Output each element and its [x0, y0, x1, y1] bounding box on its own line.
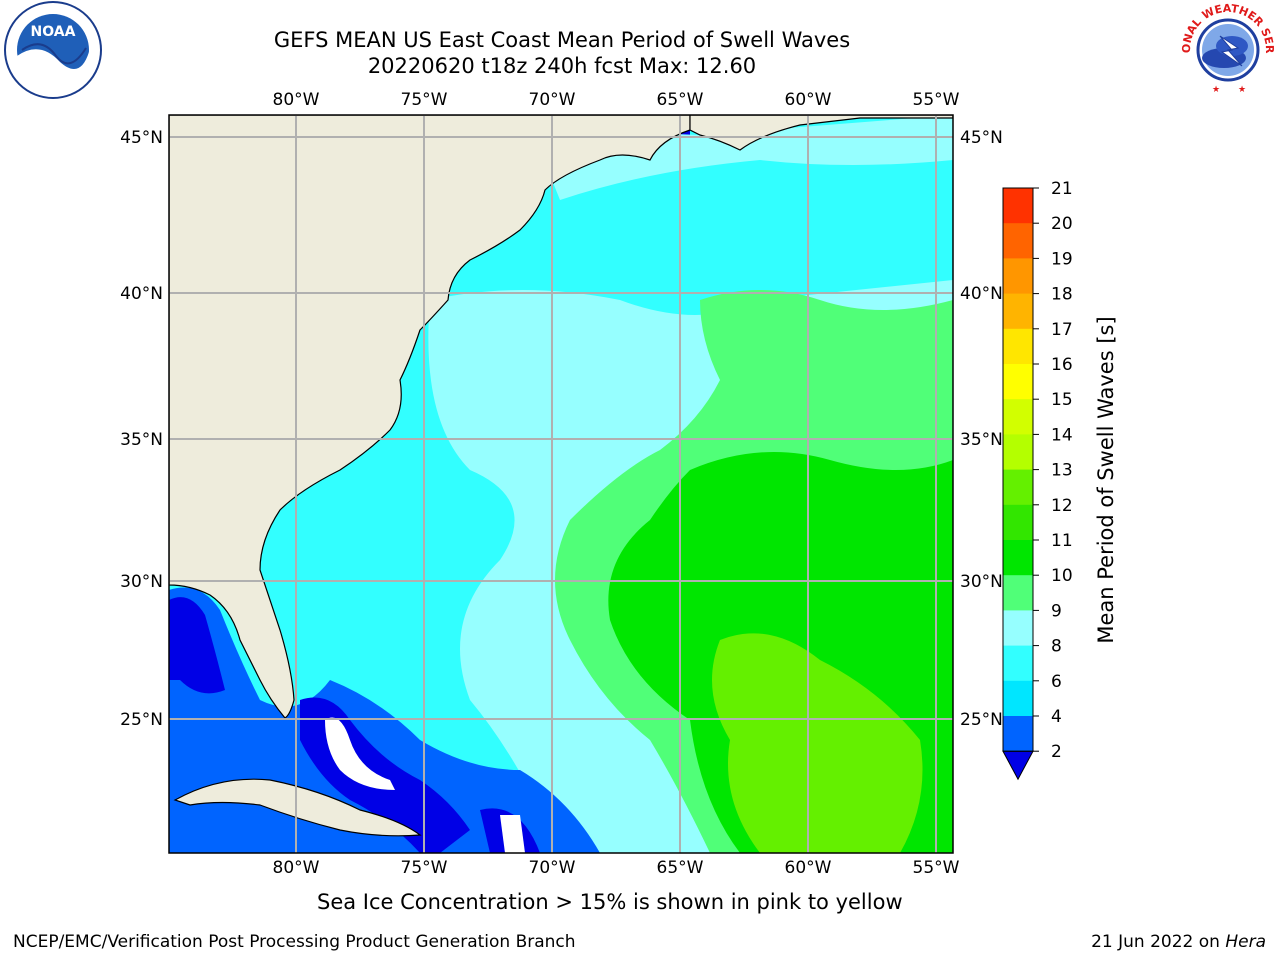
chart-title: GEFS MEAN US East Coast Mean Period of S…: [273, 28, 851, 52]
lon-label-bottom: 70°W: [529, 858, 576, 878]
lon-label-top: 60°W: [785, 90, 832, 110]
colorbar-swatch: [1003, 680, 1033, 717]
sea-ice-note: Sea Ice Concentration > 15% is shown in …: [317, 890, 903, 914]
colorbar-tick-label: 12: [1051, 496, 1073, 516]
colorbar-swatch: [1003, 293, 1033, 330]
map-gridlines: [169, 115, 953, 853]
colorbar-tick-label: 14: [1051, 425, 1073, 445]
noaa-logo-text: NOAA: [31, 24, 76, 40]
colorbar-title: Mean Period of Swell Waves [s]: [1094, 316, 1118, 643]
colorbar-tick-label: 2: [1051, 742, 1062, 762]
colorbar-swatch: [1003, 188, 1033, 224]
colorbar-tick-label: 17: [1051, 320, 1073, 340]
footer-machine: Hera: [1225, 932, 1266, 952]
colorbar-swatch: [1003, 575, 1033, 611]
lat-label-right: 45°N: [960, 128, 1003, 148]
colorbar-title-wrap: Mean Period of Swell Waves [s]: [1094, 316, 1118, 643]
colorbar-swatch: [1003, 610, 1033, 647]
swell-11-12-region: [712, 633, 923, 853]
colorbar-tick-label: 10: [1051, 566, 1073, 586]
colorbar-tick-label: 16: [1051, 355, 1073, 375]
lat-label-left: 30°N: [120, 572, 163, 592]
colorbar-tick-label: 21: [1051, 180, 1073, 199]
map-area: [169, 115, 953, 853]
colorbar-swatch: [1003, 504, 1033, 541]
us-east-coast-land: [169, 115, 691, 719]
lat-label-right: 40°N: [960, 284, 1003, 304]
colorbar: 2 4 6 8 9 10 11 12 13 14 15 16 17 18 19 20 21: [1002, 180, 1073, 781]
colorbar-swatch: [1003, 716, 1033, 752]
colorbar-tick-label: 11: [1051, 531, 1073, 551]
map-frame: [168, 114, 954, 854]
colorbar-tick-label: 19: [1051, 249, 1073, 269]
colorbar-tick-label: 8: [1051, 637, 1062, 657]
footer-credit: NCEP/EMC/Verification Post Processing Pr…: [13, 932, 576, 952]
lon-label-bottom: 75°W: [401, 858, 448, 878]
canada-land: [689, 115, 953, 151]
cuba-land: [173, 778, 422, 837]
colorbar-swatch: [1003, 258, 1033, 295]
lat-label-right: 25°N: [960, 710, 1003, 730]
lon-label-bottom: 60°W: [785, 858, 832, 878]
lon-label-top: 55°W: [913, 90, 960, 110]
footer-date: 21 Jun 2022 on Hera: [1091, 932, 1266, 952]
lon-label-top: 65°W: [657, 90, 704, 110]
lat-label-left: 35°N: [120, 430, 163, 450]
lon-label-top: 80°W: [273, 90, 320, 110]
nws-logo: NATIONAL WEATHER SERVICE ★ ★: [1176, 0, 1276, 96]
colorbar-swatch: [1003, 223, 1033, 259]
lat-label-right: 35°N: [960, 430, 1003, 450]
lat-label-right: 30°N: [960, 572, 1003, 592]
colorbar-tick-label: 15: [1051, 390, 1073, 410]
colorbar-swatch: [1003, 645, 1033, 682]
chart-subtitle: 20220620 t18z 240h fcst Max: 12.60: [367, 54, 757, 78]
colorbar-swatch: [1003, 469, 1033, 506]
colorbar-swatch: [1003, 434, 1033, 471]
lon-label-bottom: 80°W: [273, 858, 320, 878]
colorbar-tick-label: 13: [1051, 461, 1073, 481]
lat-label-left: 45°N: [120, 128, 163, 148]
svg-text:★: ★: [1212, 85, 1220, 95]
lon-label-top: 70°W: [529, 90, 576, 110]
colorbar-tick-label: 20: [1051, 214, 1073, 234]
colorbar-swatch: [1003, 328, 1033, 365]
colorbar-swatch: [1003, 364, 1033, 400]
colorbar-tick-label: 18: [1051, 285, 1073, 305]
colorbar-swatch: [1003, 540, 1033, 576]
colorbar-under-arrow: [1002, 750, 1034, 781]
lon-label-bottom: 65°W: [657, 858, 704, 878]
lat-label-left: 25°N: [120, 710, 163, 730]
colorbar-tick-label: 6: [1051, 672, 1062, 692]
svg-text:★: ★: [1238, 85, 1246, 95]
noaa-logo: NOAA: [4, 1, 102, 99]
colorbar-tick-label: 4: [1051, 707, 1062, 727]
footer-date-text: 21 Jun 2022 on: [1091, 932, 1226, 952]
lat-label-left: 40°N: [120, 284, 163, 304]
colorbar-swatch: [1003, 399, 1033, 435]
colorbar-tick-label: 9: [1051, 601, 1062, 621]
lon-label-top: 75°W: [401, 90, 448, 110]
lon-label-bottom: 55°W: [913, 858, 960, 878]
